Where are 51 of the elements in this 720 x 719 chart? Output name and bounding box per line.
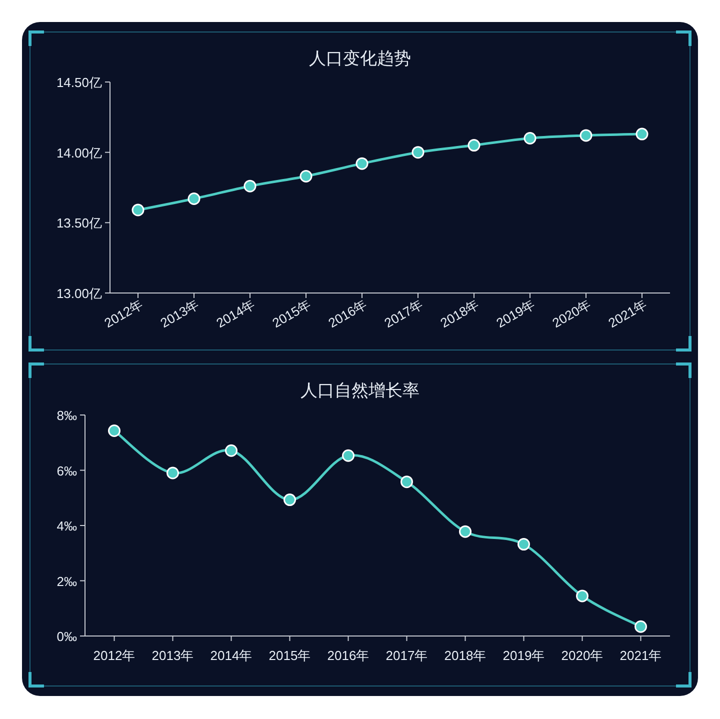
y-tick-label: 2‰ (56, 574, 77, 589)
point (459, 525, 472, 538)
x-tick-label: 2014年 (210, 648, 252, 663)
point (284, 494, 296, 506)
x-tick-label: 2015年 (268, 648, 311, 663)
x-tick-label: 2015年 (270, 296, 314, 331)
point (518, 538, 530, 551)
chart-title: 人口变化趋势 (309, 49, 411, 68)
x-tick-label: 2020年 (550, 296, 594, 331)
x-tick-label: 2013年 (158, 296, 202, 331)
point (400, 476, 413, 488)
x-tick-label: 2016年 (326, 296, 370, 331)
x-tick-label: 2014年 (214, 296, 258, 331)
y-tick-label: 14.50亿 (56, 75, 102, 90)
point (634, 620, 647, 633)
x-tick-label: 2020年 (561, 648, 604, 663)
x-tick-label: 2019年 (502, 648, 545, 663)
point (244, 180, 256, 192)
chart-title: 人口自然增长率 (300, 381, 420, 400)
point (225, 444, 238, 457)
y-tick-label: 14.00亿 (56, 145, 102, 160)
point (412, 146, 424, 159)
y-tick-label: 4‰ (56, 518, 77, 534)
x-tick-label: 2021年 (606, 296, 650, 331)
y-tick-label: 8‰ (56, 408, 77, 423)
point (580, 129, 592, 142)
x-tick-label: 2017年 (386, 648, 428, 663)
x-tick-label: 2018年 (444, 648, 486, 663)
point (188, 192, 200, 206)
x-tick-label: 2017年 (382, 296, 426, 331)
point (300, 170, 312, 182)
point (342, 449, 354, 462)
x-tick-label: 2012年 (93, 648, 136, 663)
point (356, 157, 368, 170)
point (132, 204, 144, 216)
x-tick-label: 2019年 (494, 296, 538, 331)
point (166, 466, 179, 480)
x-tick-label: 2018年 (438, 296, 482, 331)
point (468, 139, 480, 152)
point (108, 424, 120, 437)
point (636, 128, 648, 140)
x-tick-label: 2016年 (327, 648, 370, 663)
x-tick-label: 2013年 (152, 648, 194, 663)
y-tick-label: 0‰ (56, 629, 77, 644)
y-tick-label: 13.50亿 (56, 216, 102, 231)
x-tick-label: 2021年 (620, 648, 662, 663)
point (576, 590, 588, 602)
y-tick-label: 6‰ (56, 463, 77, 478)
point (524, 132, 536, 145)
x-tick-label: 2012年 (102, 296, 146, 331)
y-tick-label: 13.00亿 (56, 286, 102, 301)
